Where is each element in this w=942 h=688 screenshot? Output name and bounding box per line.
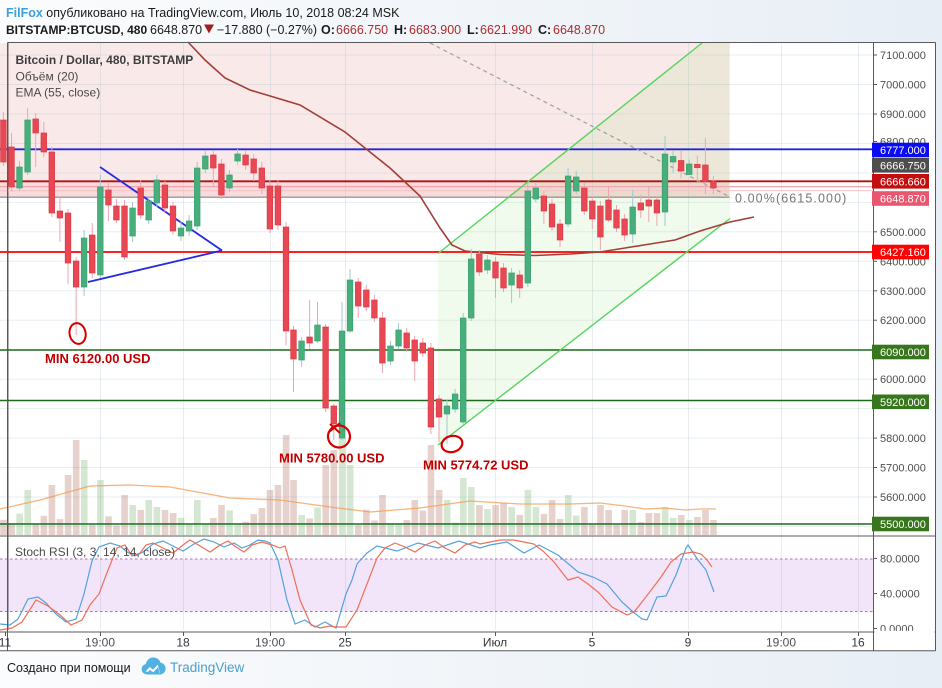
svg-text:6900.000: 6900.000: [880, 109, 926, 121]
svg-text:Stoch RSI (3, 3, 14, 14, close: Stoch RSI (3, 3, 14, 14, close): [15, 545, 175, 559]
svg-text:16: 16: [851, 636, 865, 650]
svg-text:6000.000: 6000.000: [880, 374, 926, 386]
svg-text:6648.870: 6648.870: [880, 194, 926, 206]
svg-text:19:00: 19:00: [85, 636, 115, 650]
svg-text:18: 18: [176, 636, 190, 650]
svg-text:Bitcoin / Dollar, 480, BITSTAM: Bitcoin / Dollar, 480, BITSTAMP: [16, 53, 194, 67]
svg-text:5700.000: 5700.000: [880, 463, 926, 475]
svg-text:0.00%(6615.000): 0.00%(6615.000): [735, 192, 847, 206]
svg-text:6200.000: 6200.000: [880, 315, 926, 327]
svg-text:6300.000: 6300.000: [880, 286, 926, 298]
svg-text:L:: L:: [467, 23, 479, 37]
svg-text:Объём (20): Объём (20): [16, 70, 79, 84]
svg-text:80.0000: 80.0000: [880, 554, 920, 566]
svg-text:Создано при помощи: Создано при помощи: [7, 661, 131, 675]
svg-text:6777.000: 6777.000: [880, 145, 926, 157]
svg-text:Июл: Июл: [483, 636, 507, 650]
svg-text:BITSTAMP:BTCUSD, 480: BITSTAMP:BTCUSD, 480: [6, 23, 147, 37]
svg-text:MIN 6120.00 USD: MIN 6120.00 USD: [45, 351, 151, 366]
svg-text:7100.000: 7100.000: [880, 50, 926, 62]
svg-text:MIN 5780.00 USD: MIN 5780.00 USD: [279, 451, 385, 466]
svg-text:5920.000: 5920.000: [880, 397, 926, 409]
svg-text:MIN 5774.72 USD: MIN 5774.72 USD: [423, 458, 529, 473]
svg-text:6621.990: 6621.990: [480, 23, 532, 37]
svg-text:6648.870: 6648.870: [553, 23, 605, 37]
svg-text:40.0000: 40.0000: [880, 589, 920, 601]
svg-text:FilFox опубликовано на Trading: FilFox опубликовано на TradingView.com, …: [6, 6, 400, 20]
svg-text:C:: C:: [538, 23, 551, 37]
svg-text:6666.660: 6666.660: [880, 176, 926, 188]
svg-text:6683.900: 6683.900: [409, 23, 461, 37]
svg-text:19:00: 19:00: [766, 636, 796, 650]
svg-text:6648.870: 6648.870: [150, 23, 202, 37]
svg-text:EMA (55, close): EMA (55, close): [16, 86, 101, 100]
svg-text:11: 11: [0, 636, 12, 650]
svg-text:5600.000: 5600.000: [880, 492, 926, 504]
svg-text:6427.160: 6427.160: [880, 247, 926, 259]
svg-text:9: 9: [685, 636, 692, 650]
svg-text:6666.750: 6666.750: [880, 160, 926, 172]
svg-text:25: 25: [338, 636, 352, 650]
svg-text:5: 5: [589, 636, 596, 650]
svg-text:6500.000: 6500.000: [880, 227, 926, 239]
svg-text:6090.000: 6090.000: [880, 347, 926, 359]
svg-text:O:: O:: [321, 23, 335, 37]
svg-text:7000.000: 7000.000: [880, 80, 926, 92]
svg-text:−17.880 (−0.27%): −17.880 (−0.27%): [217, 23, 317, 37]
svg-text:5800.000: 5800.000: [880, 433, 926, 445]
svg-text:6666.750: 6666.750: [336, 23, 388, 37]
svg-text:H:: H:: [394, 23, 407, 37]
svg-text:5500.000: 5500.000: [880, 519, 926, 531]
svg-text:19:00: 19:00: [255, 636, 285, 650]
svg-text:TradingView: TradingView: [170, 660, 245, 675]
